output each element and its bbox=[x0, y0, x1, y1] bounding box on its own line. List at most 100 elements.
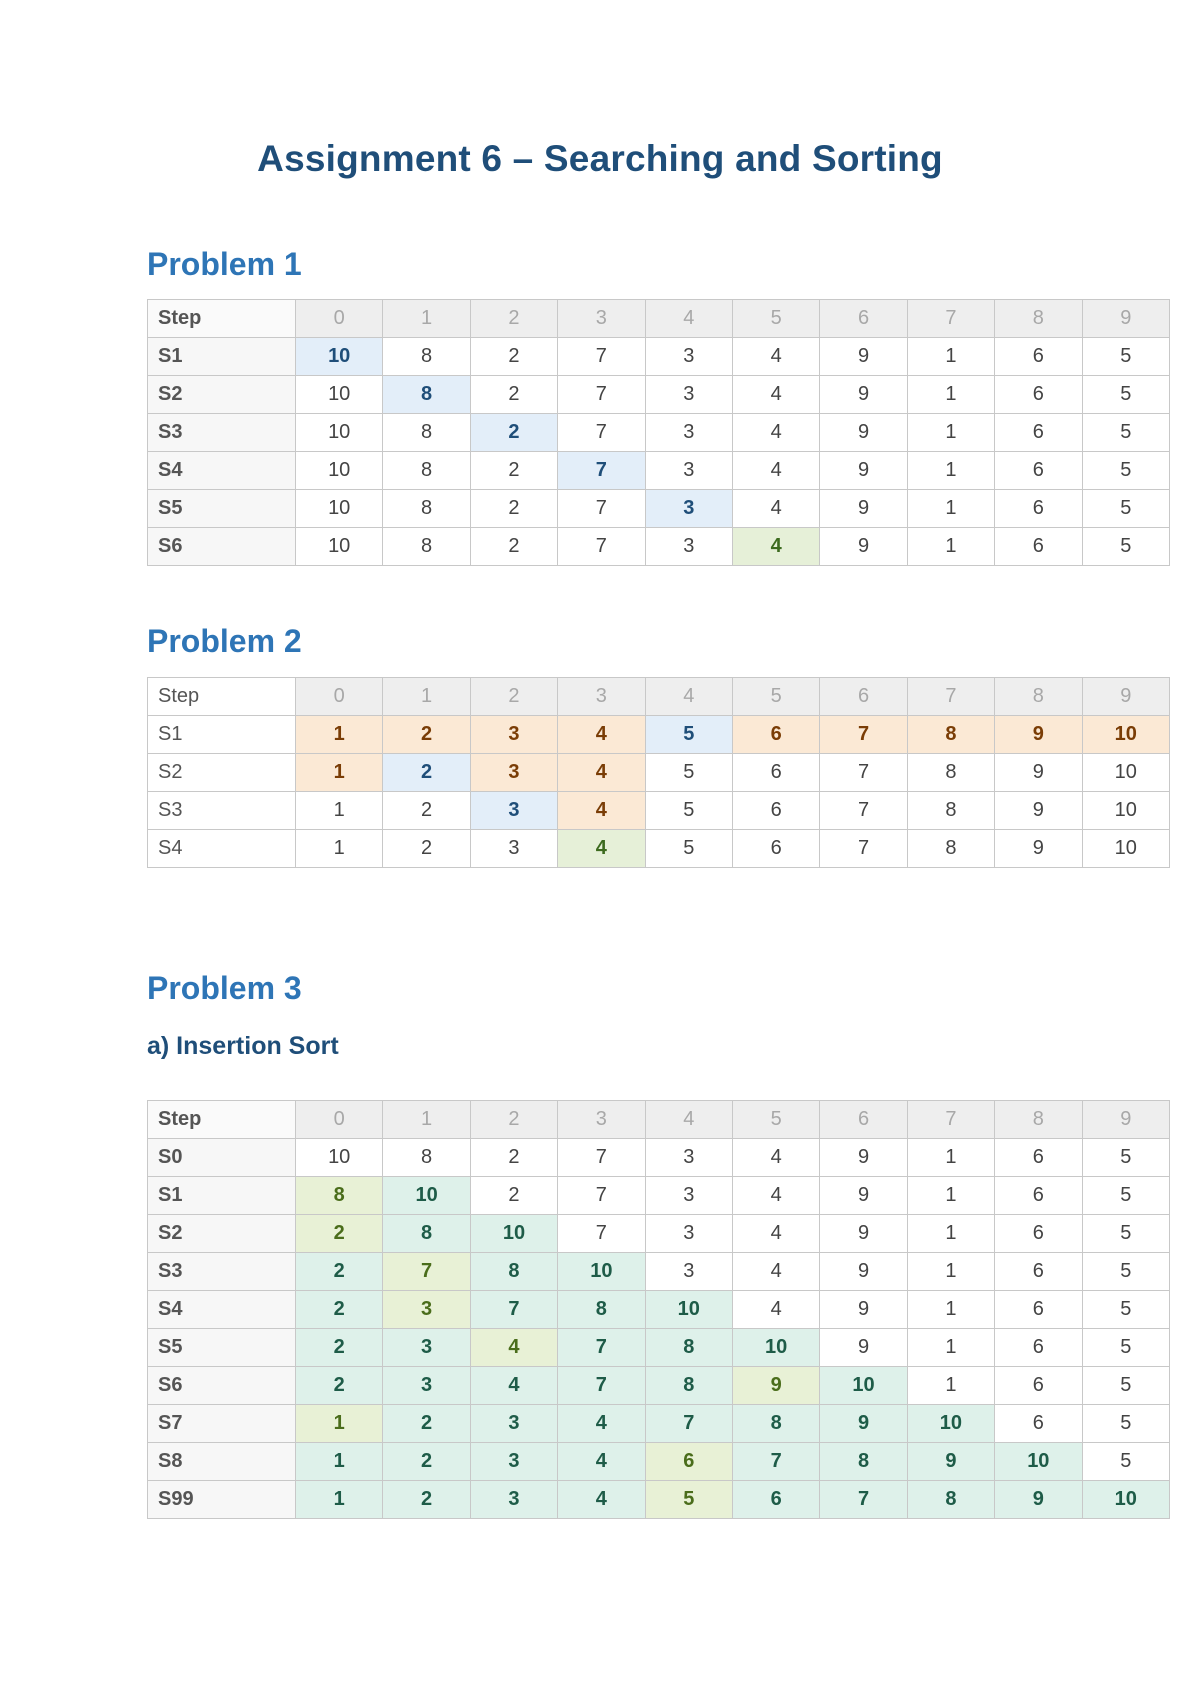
problem1-heading: Problem 1 bbox=[147, 246, 302, 282]
value-cell: 10 bbox=[1081, 753, 1171, 792]
table-row: S3 2 7 8 10 3 4 9 1 6 5 bbox=[147, 1252, 1171, 1291]
value-cell: 7 bbox=[557, 1366, 646, 1405]
table-header-row: Step 0 1 2 3 4 5 6 7 8 9 bbox=[147, 1100, 1171, 1139]
value-cell: 9 bbox=[819, 1404, 908, 1443]
value-cell: 2 bbox=[469, 1138, 559, 1177]
index-header-cell: 2 bbox=[469, 1100, 559, 1139]
value-cell: 9 bbox=[819, 413, 908, 452]
value-cell: 7 bbox=[557, 413, 646, 452]
value-cell: 4 bbox=[731, 451, 821, 490]
value-cell: 3 bbox=[644, 451, 733, 490]
value-cell: 8 bbox=[382, 527, 471, 566]
value-cell: 7 bbox=[819, 753, 908, 792]
value-cell: 10 bbox=[731, 1328, 821, 1367]
table-row: S5 10 8 2 7 3 4 9 1 6 5 bbox=[147, 489, 1171, 528]
value-cell: 1 bbox=[906, 451, 996, 490]
value-cell: 4 bbox=[731, 1138, 821, 1177]
index-header-cell: 3 bbox=[557, 677, 646, 716]
value-cell: 9 bbox=[994, 715, 1083, 754]
problem1-table: Step 0 1 2 3 4 5 6 7 8 9 S1 10 8 2 7 3 4 9 1 6 5 S2 10 8 2 7 3 4 9 1 6 5… bbox=[147, 299, 1171, 566]
value-cell: 9 bbox=[819, 1176, 908, 1215]
value-cell: 7 bbox=[557, 489, 646, 528]
index-header-cell: 0 bbox=[294, 677, 384, 716]
value-cell: 9 bbox=[994, 829, 1083, 868]
value-cell: 9 bbox=[731, 1366, 821, 1405]
index-header-cell: 2 bbox=[469, 677, 559, 716]
table-row: S6 10 8 2 7 3 4 9 1 6 5 bbox=[147, 527, 1171, 566]
value-cell: 1 bbox=[906, 337, 996, 376]
value-cell: 7 bbox=[644, 1404, 733, 1443]
index-header-cell: 5 bbox=[731, 1100, 821, 1139]
value-cell: 1 bbox=[906, 1290, 996, 1329]
value-cell: 4 bbox=[731, 527, 821, 566]
value-cell: 10 bbox=[294, 451, 384, 490]
value-cell: 4 bbox=[731, 1214, 821, 1253]
value-cell: 4 bbox=[731, 1290, 821, 1329]
value-cell: 2 bbox=[294, 1290, 384, 1329]
value-cell: 10 bbox=[294, 489, 384, 528]
value-cell: 10 bbox=[819, 1366, 908, 1405]
value-cell: 9 bbox=[906, 1442, 996, 1481]
value-cell: 3 bbox=[644, 375, 733, 414]
value-cell: 10 bbox=[994, 1442, 1083, 1481]
index-header-cell: 1 bbox=[382, 1100, 471, 1139]
value-cell: 2 bbox=[382, 829, 471, 868]
value-cell: 2 bbox=[469, 375, 559, 414]
value-cell: 8 bbox=[906, 715, 996, 754]
index-header-cell: 8 bbox=[994, 299, 1083, 338]
value-cell: 8 bbox=[382, 489, 471, 528]
value-cell: 2 bbox=[382, 715, 471, 754]
index-header-cell: 3 bbox=[557, 1100, 646, 1139]
step-header-cell: Step bbox=[147, 1100, 296, 1139]
value-cell: 9 bbox=[819, 1328, 908, 1367]
value-cell: 7 bbox=[557, 1214, 646, 1253]
value-cell: 4 bbox=[469, 1328, 559, 1367]
index-header-cell: 5 bbox=[731, 677, 821, 716]
value-cell: 9 bbox=[819, 527, 908, 566]
value-cell: 6 bbox=[994, 337, 1083, 376]
table-row: S1 1 2 3 4 5 6 7 8 9 10 bbox=[147, 715, 1171, 754]
value-cell: 2 bbox=[469, 413, 559, 452]
value-cell: 7 bbox=[819, 715, 908, 754]
value-cell: 8 bbox=[382, 337, 471, 376]
value-cell: 8 bbox=[382, 375, 471, 414]
index-header-cell: 9 bbox=[1081, 1100, 1171, 1139]
value-cell: 8 bbox=[382, 1214, 471, 1253]
value-cell: 3 bbox=[382, 1328, 471, 1367]
value-cell: 7 bbox=[557, 1176, 646, 1215]
value-cell: 3 bbox=[469, 1480, 559, 1519]
index-header-cell: 3 bbox=[557, 299, 646, 338]
table-row: S3 10 8 2 7 3 4 9 1 6 5 bbox=[147, 413, 1171, 452]
value-cell: 8 bbox=[557, 1290, 646, 1329]
table-row: S4 10 8 2 7 3 4 9 1 6 5 bbox=[147, 451, 1171, 490]
step-label-cell: S4 bbox=[147, 829, 296, 868]
value-cell: 5 bbox=[644, 791, 733, 830]
value-cell: 6 bbox=[994, 1214, 1083, 1253]
value-cell: 10 bbox=[1081, 715, 1171, 754]
value-cell: 1 bbox=[906, 527, 996, 566]
value-cell: 8 bbox=[644, 1366, 733, 1405]
step-label-cell: S99 bbox=[147, 1480, 296, 1519]
table-row: S4 1 2 3 4 5 6 7 8 9 10 bbox=[147, 829, 1171, 868]
value-cell: 4 bbox=[469, 1366, 559, 1405]
value-cell: 4 bbox=[557, 1404, 646, 1443]
value-cell: 6 bbox=[994, 489, 1083, 528]
value-cell: 3 bbox=[382, 1366, 471, 1405]
value-cell: 4 bbox=[731, 1176, 821, 1215]
value-cell: 9 bbox=[994, 1480, 1083, 1519]
value-cell: 8 bbox=[294, 1176, 384, 1215]
value-cell: 6 bbox=[994, 1404, 1083, 1443]
problem3-table: Step 0 1 2 3 4 5 6 7 8 9 S0 10 8 2 7 3 4 9 1 6 5 S1 8 10 2 7 3 4 9 1 6 5… bbox=[147, 1100, 1171, 1519]
index-header-cell: 1 bbox=[382, 677, 471, 716]
index-header-cell: 0 bbox=[294, 1100, 384, 1139]
value-cell: 6 bbox=[994, 1328, 1083, 1367]
table-header-row: Step 0 1 2 3 4 5 6 7 8 9 bbox=[147, 299, 1171, 338]
index-header-cell: 9 bbox=[1081, 677, 1171, 716]
step-label-cell: S4 bbox=[147, 451, 296, 490]
problem2-heading: Problem 2 bbox=[147, 623, 302, 659]
table-row: S4 2 3 7 8 10 4 9 1 6 5 bbox=[147, 1290, 1171, 1329]
value-cell: 5 bbox=[1081, 1252, 1171, 1291]
value-cell: 6 bbox=[994, 1252, 1083, 1291]
value-cell: 7 bbox=[557, 1328, 646, 1367]
value-cell: 8 bbox=[382, 1138, 471, 1177]
